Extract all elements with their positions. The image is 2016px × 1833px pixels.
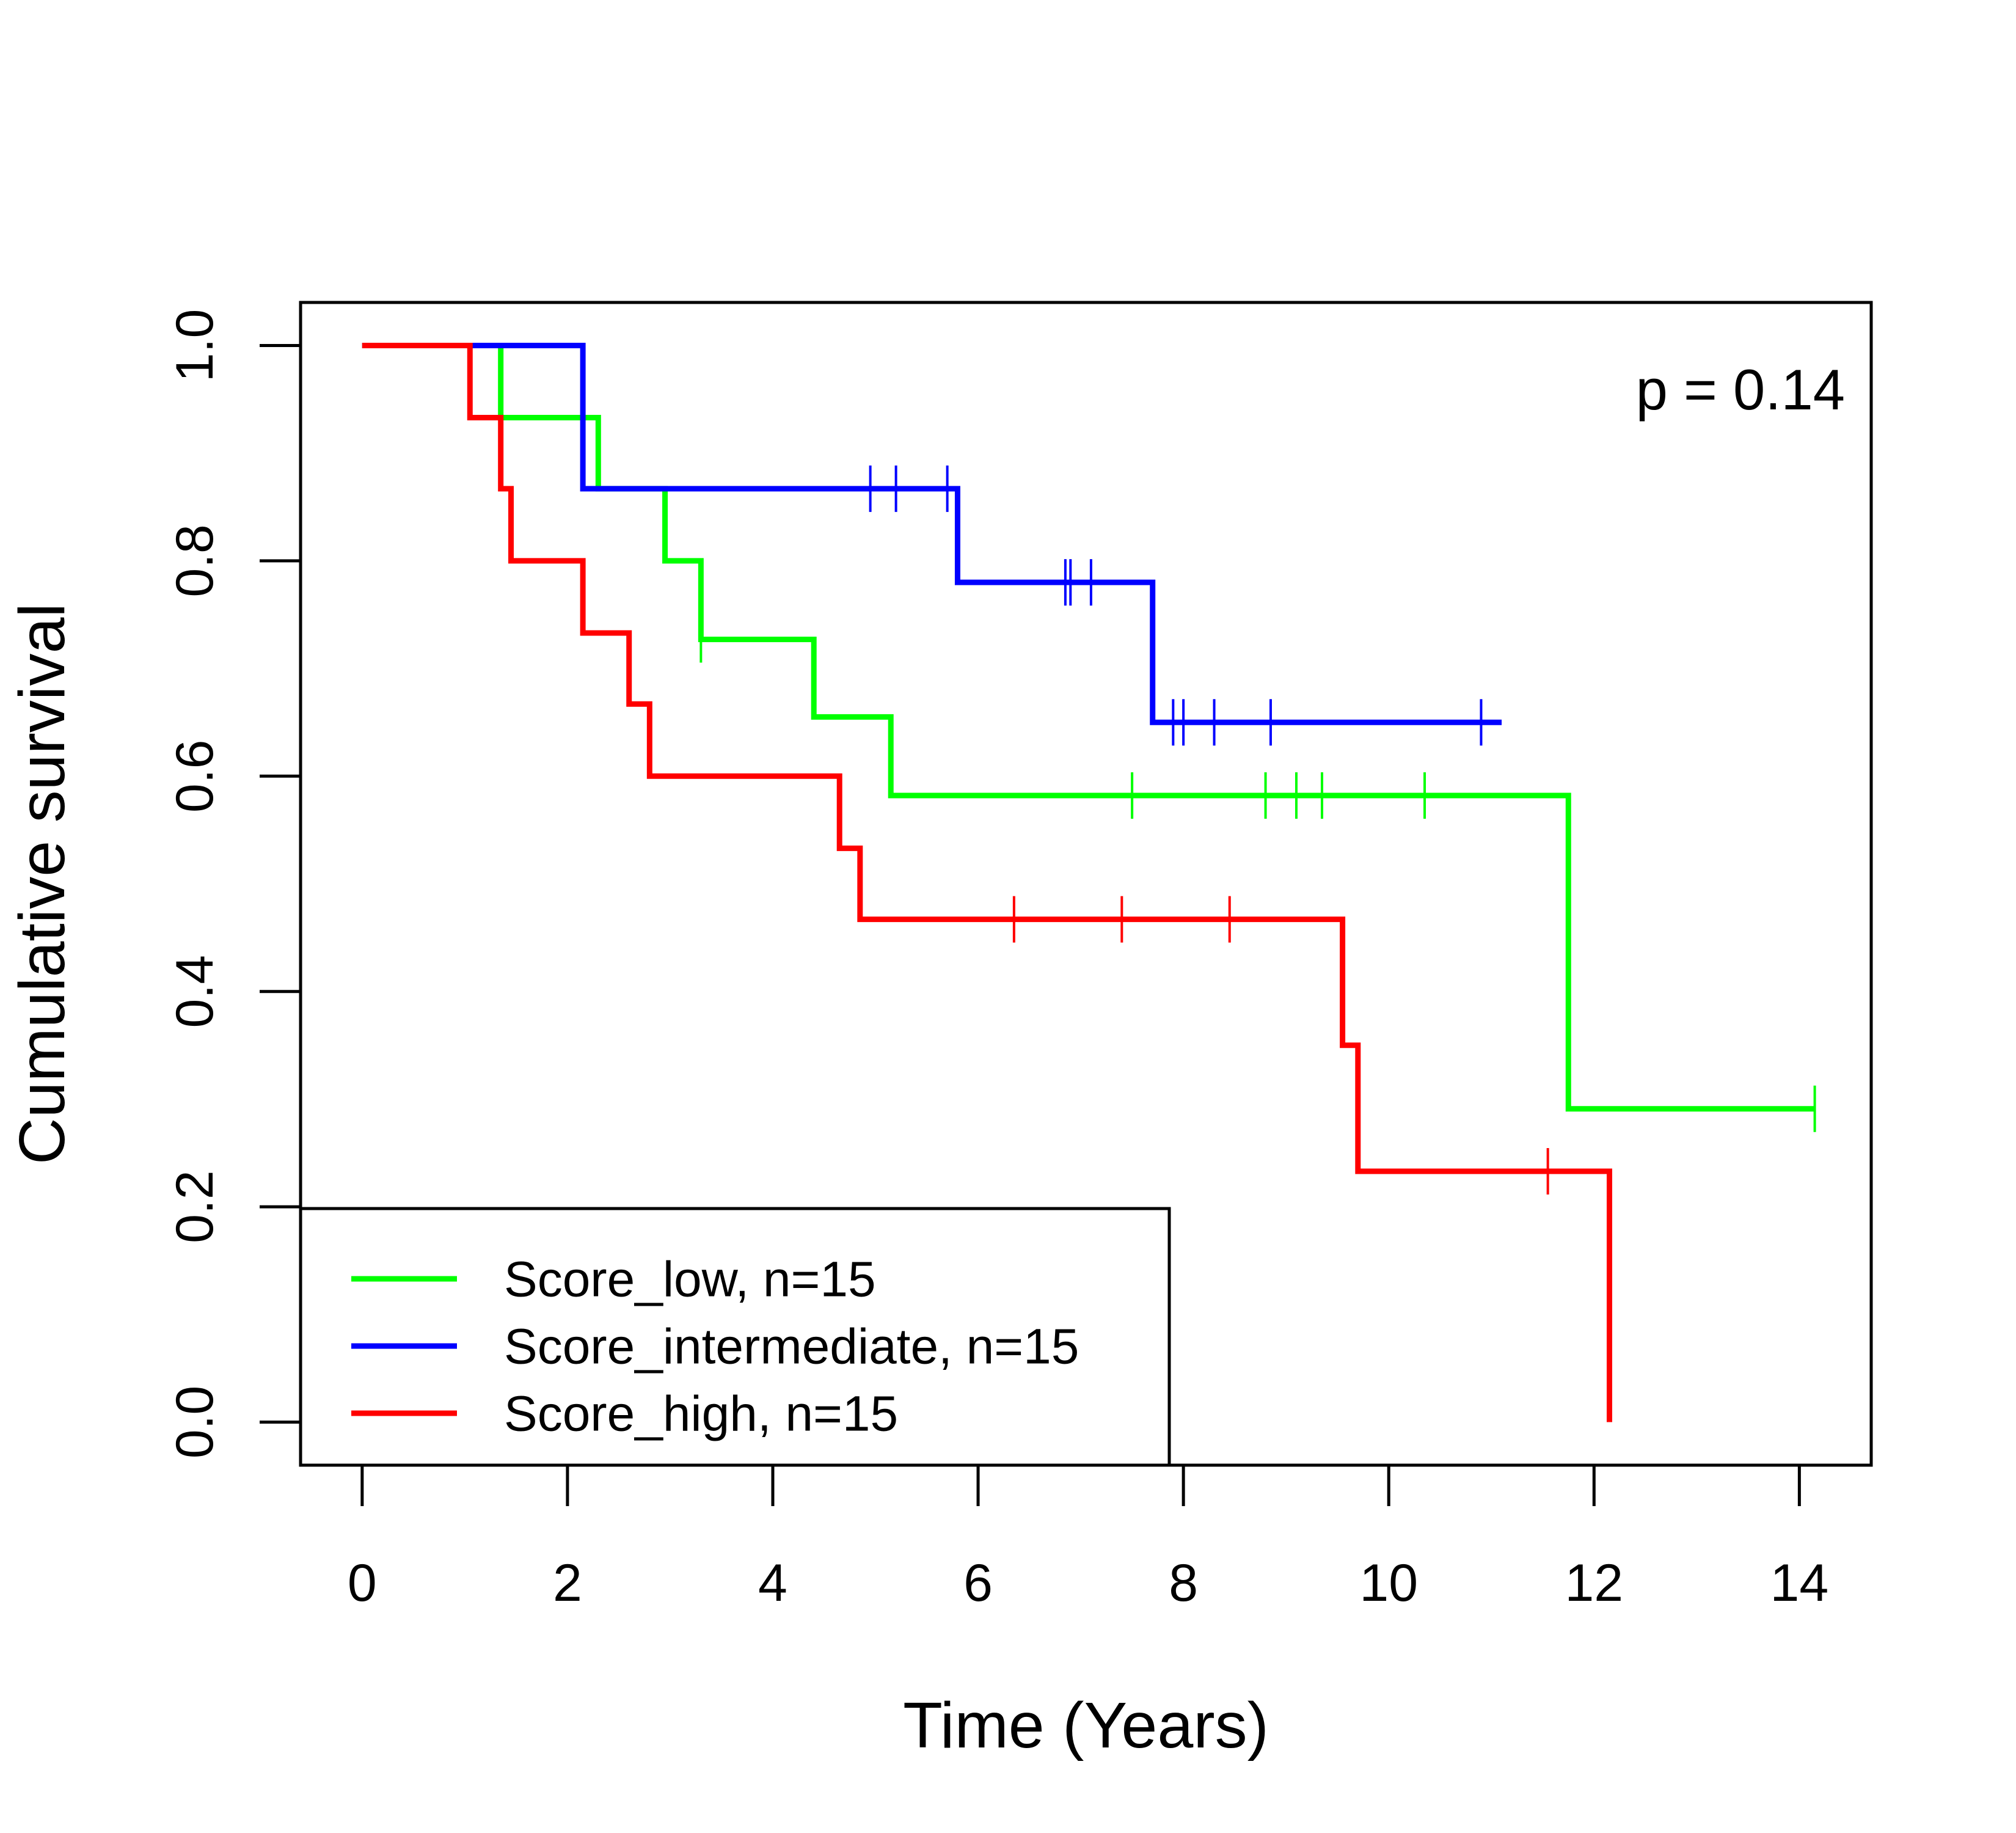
- x-tick-label: 2: [553, 1554, 582, 1612]
- legend: Score_low, n=15 Score_intermediate, n=15 S…: [299, 1207, 1171, 1467]
- survival-curve: [362, 342, 1815, 1112]
- x-tick-label: 14: [1770, 1554, 1829, 1612]
- p-value-annotation: p = 0.14: [1636, 357, 1845, 422]
- legend-entry: Score_intermediate, n=15: [504, 1319, 1079, 1375]
- x-tick-label: 6: [963, 1554, 993, 1612]
- series-0: [362, 342, 1816, 1132]
- x-tick-label: 10: [1359, 1554, 1418, 1612]
- x-tick-label: 4: [758, 1554, 787, 1612]
- y-tick-label: 0.8: [166, 524, 224, 598]
- y-tick-label: 0.6: [166, 740, 224, 813]
- legend-entry: Score_low, n=15: [504, 1252, 876, 1308]
- survival-curve: [362, 342, 1502, 725]
- x-axis-label: Time (Years): [903, 1689, 1269, 1762]
- y-tick-label: 0.0: [166, 1386, 224, 1459]
- x-tick-label: 0: [348, 1554, 377, 1612]
- y-tick-label: 0.2: [166, 1170, 224, 1243]
- survival-curve: [362, 342, 1612, 1422]
- x-tick-label: 8: [1169, 1554, 1198, 1612]
- legend-entry: Score_high, n=15: [504, 1386, 898, 1442]
- x-tick-label: 12: [1565, 1554, 1623, 1612]
- curves-layer: [362, 342, 1816, 1422]
- y-tick-label: 0.4: [166, 955, 224, 1028]
- series-1: [362, 342, 1502, 746]
- y-axis: 0.0 0.2 0.4 0.6 0.8 1.0: [166, 309, 301, 1459]
- legend-box: [299, 1207, 1171, 1467]
- y-axis-label: Cumulative survival: [6, 603, 78, 1165]
- series-2: [362, 342, 1612, 1422]
- y-tick-label: 1.0: [166, 309, 224, 382]
